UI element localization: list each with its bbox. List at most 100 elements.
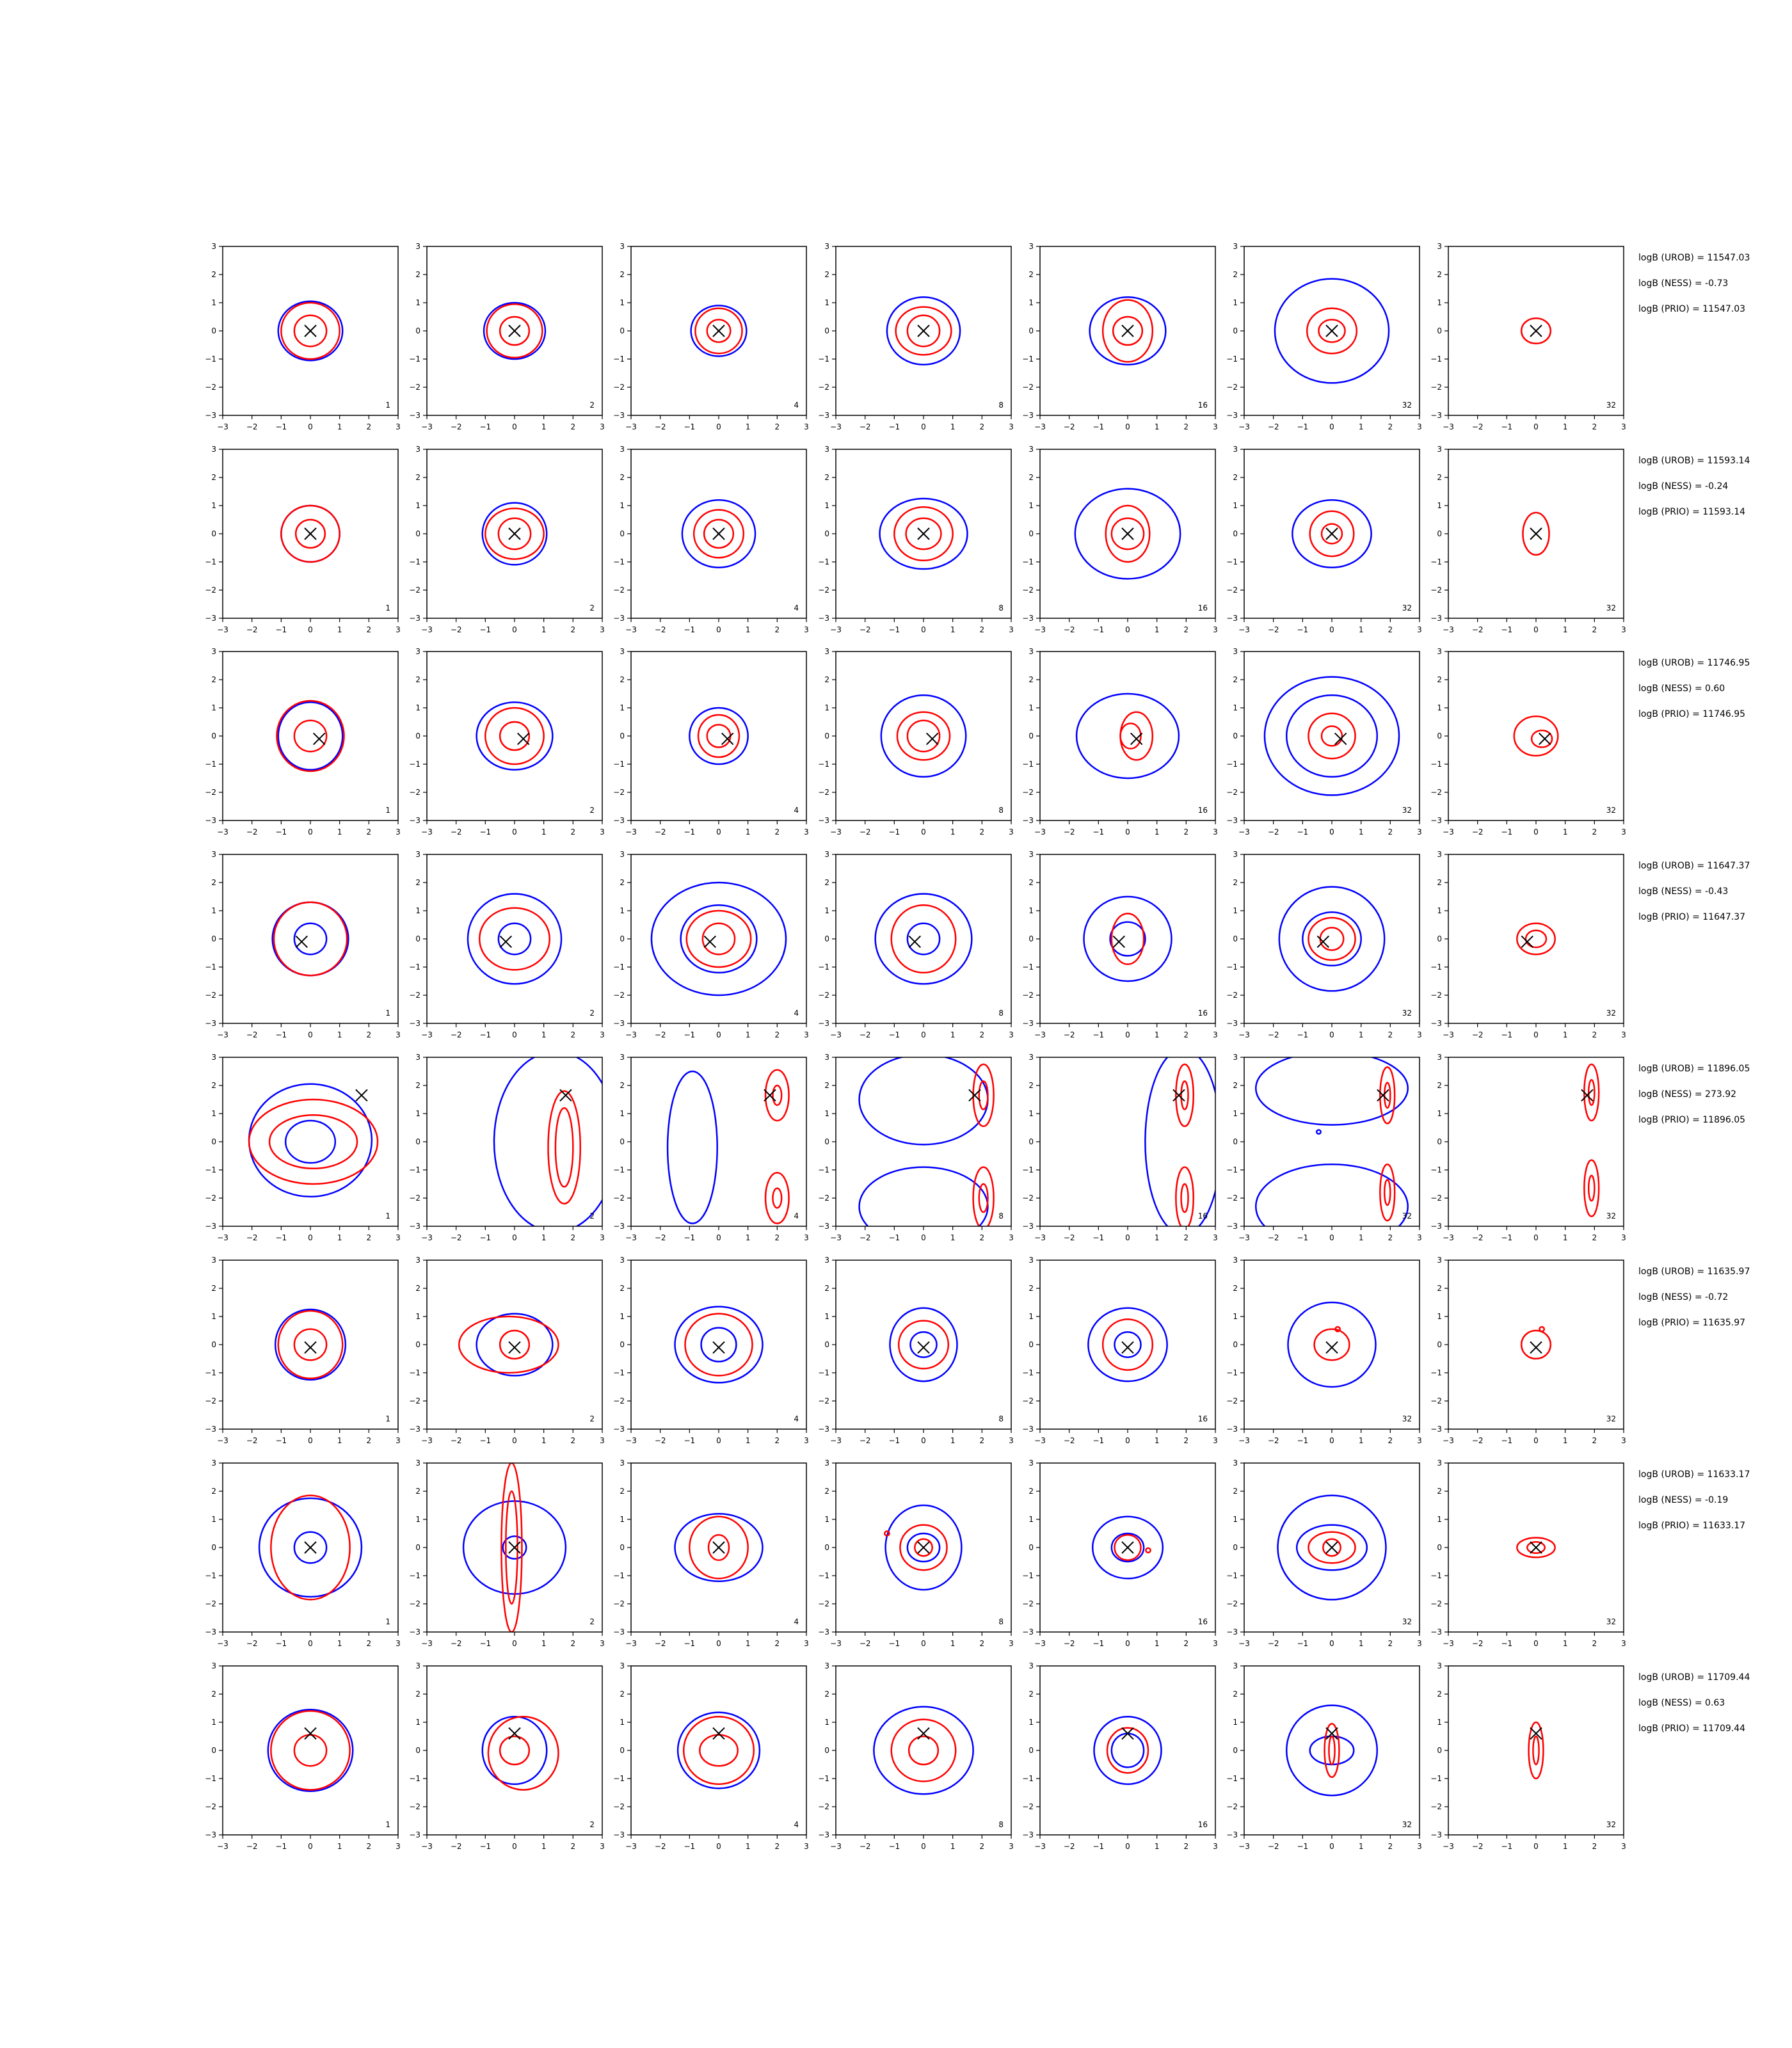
panel-r8-c6: −3 −2 −1 0 1 2 3 −3 −2 −1 0 1 2 3 32 [1226, 1661, 1422, 1851]
red-contour [978, 1183, 989, 1213]
x-tick-label: −2 [860, 1030, 871, 1039]
x-tick-label: −2 [451, 1233, 462, 1242]
y-tick-label: 2 [620, 1081, 625, 1090]
y-tick-label: 2 [1028, 1284, 1034, 1293]
panel-r2-c1: −3 −2 −1 0 1 2 3 −3 −2 −1 0 1 2 3 1 [205, 445, 401, 634]
red-contour [890, 1718, 957, 1782]
red-contour [547, 1090, 582, 1205]
x-tick-label: 1 [746, 1436, 751, 1445]
x-tick-label: 3 [396, 1233, 401, 1242]
blue-contour [277, 300, 344, 362]
x-tick-label: 2 [367, 422, 372, 431]
x-tick-label: −2 [860, 422, 871, 431]
x-tick-label: 3 [600, 1842, 605, 1851]
x-tick-label: 0 [308, 625, 313, 634]
y-tick-label: 2 [211, 1690, 216, 1699]
x-tick-label: −2 [246, 1233, 258, 1242]
x-tick-label: 1 [746, 1030, 751, 1039]
x-tick-label: 2 [1388, 1030, 1393, 1039]
contour-group [248, 1083, 379, 1198]
x-tick-label: 2 [1184, 422, 1189, 431]
y-tick-label: 2 [1028, 1487, 1034, 1496]
y-tick-label: 1 [620, 1109, 625, 1118]
red-contour [1522, 511, 1550, 556]
marker-x [1172, 1089, 1185, 1102]
blue-contour [293, 1531, 328, 1564]
x-tick-label: 2 [571, 1436, 576, 1445]
y-tick-label: 0 [211, 934, 216, 943]
x-tick-label: 2 [1388, 1436, 1393, 1445]
contour-group [1144, 1057, 1215, 1226]
blue-contour [880, 694, 967, 778]
x-tick-label: 2 [775, 828, 780, 836]
y-tick-label: −1 [1226, 1571, 1238, 1580]
x-tick-label: 2 [980, 1436, 985, 1445]
blue-contour [909, 1331, 938, 1359]
y-tick-label: 2 [1028, 270, 1034, 279]
y-tick-label: 1 [620, 298, 625, 307]
x-tick-label: −3 [217, 1842, 228, 1851]
x-tick-label: −1 [479, 625, 491, 634]
x-tick-label: 3 [1417, 828, 1422, 836]
contour-group [476, 701, 554, 771]
y-tick-label: 3 [1233, 647, 1238, 656]
y-tick-label: −2 [818, 586, 829, 595]
contour-group [886, 296, 961, 366]
contour-group [467, 893, 563, 985]
x-tick-label: 3 [600, 1436, 605, 1445]
red-contour [1583, 1159, 1600, 1217]
red-contour [1383, 1179, 1391, 1206]
y-tick-label: 0 [415, 1746, 420, 1755]
y-tick-label: 3 [1233, 1661, 1238, 1670]
marker-x [1377, 1089, 1389, 1102]
marker-x [508, 527, 521, 540]
y-tick-label: 2 [1028, 675, 1034, 684]
y-tick-label: 3 [1233, 850, 1238, 859]
red-contour [280, 504, 340, 563]
red-contour [706, 319, 732, 343]
y-tick-label: 0 [620, 934, 625, 943]
x-tick-label: 3 [1009, 1030, 1014, 1039]
x-tick-label: 1 [950, 1030, 956, 1039]
x-tick-label: −2 [1268, 828, 1279, 836]
x-tick-label: 2 [1184, 1030, 1189, 1039]
y-tick-label: 0 [1233, 934, 1238, 943]
x-tick-label: 2 [1592, 1639, 1597, 1648]
panel-r7-c6: −3 −2 −1 0 1 2 3 −3 −2 −1 0 1 2 3 32 [1226, 1459, 1422, 1648]
panel-r5-c5: −3 −2 −1 0 1 2 3 −3 −2 −1 0 1 2 3 16 [1022, 1053, 1218, 1242]
red-contour [458, 1315, 559, 1374]
x-tick-label: −2 [246, 1030, 258, 1039]
x-tick-label: −3 [421, 1030, 433, 1039]
y-tick-label: 3 [620, 1661, 625, 1670]
panel-r1-c3: −3 −2 −1 0 1 2 3 −3 −2 −1 0 1 2 3 4 [613, 242, 809, 431]
x-tick-label: 2 [980, 828, 985, 836]
y-tick-label: 0 [620, 732, 625, 740]
x-tick-label: 1 [337, 1436, 342, 1445]
y-tick-label: 2 [620, 1284, 625, 1293]
x-tick-label: −1 [684, 828, 695, 836]
y-tick-label: 1 [415, 1109, 420, 1118]
x-tick-label: 0 [308, 1030, 313, 1039]
x-tick-label: −3 [217, 1436, 228, 1445]
x-tick-label: 1 [541, 828, 547, 836]
red-contour [484, 707, 545, 765]
panel-count-label: 1 [385, 806, 390, 815]
x-tick-label: −2 [655, 828, 666, 836]
panel-row-3: −3 −2 −1 0 1 2 3 −3 −2 −1 0 1 2 3 1 −3 −2 −1 0 1 2 3 −3 −2 −1 0 1 2… [205, 647, 1750, 836]
y-tick-label: 0 [415, 934, 420, 943]
y-tick-label: 0 [211, 1543, 216, 1552]
blue-contour [1087, 1307, 1168, 1382]
logb-annotation: logB (UROB) = 11633.17 [1638, 1469, 1750, 1480]
x-tick-label: −1 [684, 1436, 695, 1445]
marker-x [764, 1089, 776, 1102]
red-contour [1313, 1328, 1350, 1361]
x-tick-label: −1 [684, 422, 695, 431]
contour-group [1083, 895, 1172, 982]
red-contour [1180, 1183, 1189, 1213]
panel-r6-c6: −3 −2 −1 0 1 2 3 −3 −2 −1 0 1 2 3 32 [1226, 1256, 1422, 1445]
red-contour [276, 700, 345, 772]
x-tick-label: 0 [1533, 1639, 1539, 1648]
x-tick-label: 0 [921, 422, 926, 431]
y-tick-label: 0 [1437, 1746, 1442, 1755]
red-contour [270, 1494, 351, 1601]
